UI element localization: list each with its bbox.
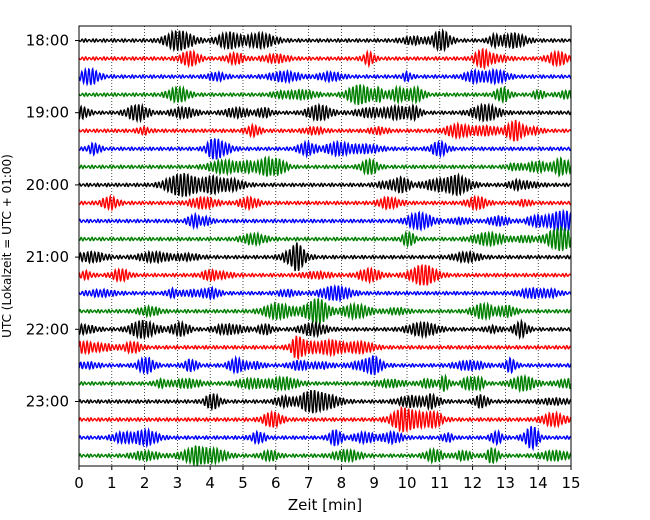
seismic-trace — [78, 119, 572, 142]
x-tick-label: 0 — [74, 474, 84, 492]
seismic-trace — [78, 318, 572, 341]
y-tick-label: 20:00 — [26, 176, 69, 194]
x-tick-label: 15 — [561, 474, 580, 492]
seismic-trace — [78, 283, 572, 303]
seismic-trace — [78, 138, 572, 160]
x-tick-label: 5 — [238, 474, 248, 492]
x-tick-label: 10 — [397, 474, 416, 492]
grid-lines — [111, 26, 539, 466]
seismic-trace — [78, 389, 572, 414]
y-axis-title: UTC (Lokalzeit = UTC + 01:00) — [0, 154, 14, 338]
seismic-traces — [78, 27, 572, 468]
seismic-trace — [78, 242, 572, 272]
y-tick-label: 19:00 — [26, 104, 69, 122]
seismic-trace — [78, 426, 572, 452]
seismic-trace — [78, 225, 572, 252]
seismic-trace — [78, 297, 572, 326]
x-axis-title: Zeit [min] — [288, 496, 362, 514]
seismic-trace — [78, 66, 572, 87]
x-tick-label: 3 — [173, 474, 183, 492]
x-tick-label: 12 — [463, 474, 482, 492]
seismic-trace — [78, 263, 572, 286]
seismic-trace — [78, 193, 572, 212]
x-axis: 0 1 2 3 4 5 6 7 8 9 10 11 12 13 14 15 — [74, 466, 581, 492]
seismic-trace — [78, 208, 572, 233]
x-tick-label: 6 — [271, 474, 281, 492]
y-axis: 18:00 19:00 20:00 21:00 22:00 23:00 — [26, 32, 79, 411]
seismic-trace — [78, 354, 572, 376]
seismic-trace — [78, 47, 572, 71]
x-tick-label: 7 — [304, 474, 314, 492]
y-tick-label: 18:00 — [26, 32, 69, 50]
x-tick-label: 8 — [337, 474, 347, 492]
seismic-trace — [78, 405, 572, 434]
y-tick-label: 21:00 — [26, 248, 69, 266]
seismic-trace — [78, 172, 572, 198]
seismic-trace — [78, 102, 572, 124]
x-tick-label: 2 — [140, 474, 150, 492]
seismic-trace — [78, 373, 572, 394]
seismic-trace — [78, 83, 572, 106]
seismic-trace — [78, 154, 572, 178]
seismic-trace — [78, 27, 572, 53]
seismic-trace — [78, 445, 572, 468]
x-tick-label: 1 — [107, 474, 117, 492]
y-tick-label: 23:00 — [26, 393, 69, 411]
x-tick-label: 4 — [205, 474, 215, 492]
x-tick-label: 13 — [496, 474, 515, 492]
plot-frame — [78, 25, 572, 467]
x-tick-label: 14 — [529, 474, 548, 492]
x-tick-label: 11 — [430, 474, 449, 492]
x-tick-label: 9 — [369, 474, 379, 492]
y-tick-label: 22:00 — [26, 320, 69, 338]
seismic-trace — [78, 335, 572, 361]
